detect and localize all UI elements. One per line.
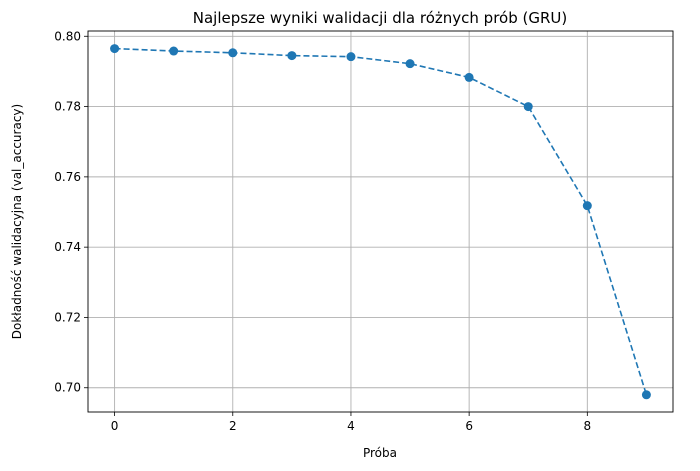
plot-frame — [87, 30, 674, 413]
y-tick-label: 0.76 — [54, 170, 81, 184]
axis-ticks: 0 2 4 6 8 0.70 0.72 0.74 0.76 0.78 0.80 — [54, 29, 591, 433]
y-tick-label: 0.78 — [54, 100, 81, 114]
data-point — [464, 72, 474, 82]
x-axis-label: Próba — [363, 446, 397, 460]
x-tick-label: 6 — [465, 419, 473, 433]
data-point — [110, 44, 120, 54]
x-tick-label: 2 — [229, 419, 237, 433]
grid — [88, 31, 673, 412]
data-point — [641, 390, 651, 400]
chart-title: Najlepsze wyniki walidacji dla różnych p… — [193, 9, 567, 27]
data-point — [169, 46, 179, 56]
y-axis-label: Dokładność walidacyjna (val_accuracy) — [10, 104, 24, 339]
y-tick-label: 0.70 — [54, 381, 81, 395]
series-line — [114, 47, 648, 396]
data-point — [582, 201, 592, 211]
data-point — [405, 59, 415, 69]
y-tick-label: 0.80 — [54, 29, 81, 43]
x-tick-label: 8 — [583, 419, 591, 433]
x-tick-label: 0 — [111, 419, 119, 433]
y-tick-label: 0.74 — [54, 240, 81, 254]
data-point — [346, 52, 356, 62]
series-val-accuracy — [110, 44, 651, 400]
data-point — [523, 102, 533, 112]
data-point — [287, 51, 297, 61]
y-tick-label: 0.72 — [54, 310, 81, 324]
x-tick-label: 4 — [347, 419, 355, 433]
data-point — [228, 48, 238, 58]
